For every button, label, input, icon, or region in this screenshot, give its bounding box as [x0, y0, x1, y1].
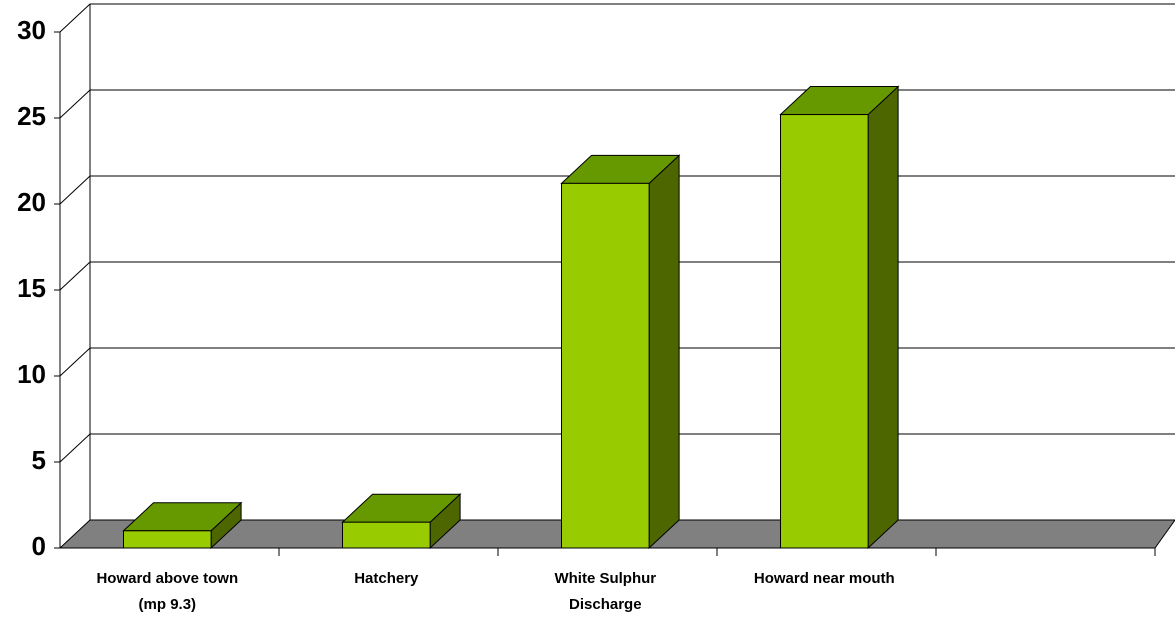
bar	[780, 114, 869, 549]
y-tick-label: 15	[17, 273, 46, 303]
x-tick-label: Howard above town (mp 9.3)	[96, 570, 239, 613]
grid-line	[59, 3, 1175, 33]
x-tick-label: Howard near mouth	[753, 570, 895, 587]
y-tick-label: 10	[17, 359, 46, 389]
bar	[561, 182, 650, 549]
bar	[123, 530, 212, 549]
y-tick-label: 30	[17, 15, 46, 45]
bar-side	[867, 85, 899, 550]
y-tick-label: 0	[32, 531, 46, 561]
bar	[342, 521, 431, 549]
y-tick-label: 25	[17, 101, 46, 131]
grid-line	[59, 89, 1175, 119]
y-tick-label: 5	[32, 445, 46, 475]
x-tick-label: White Sulphur Discharge	[554, 570, 657, 613]
bar-side	[648, 154, 680, 550]
y-tick-label: 20	[17, 187, 46, 217]
x-tick-label: Hatchery	[354, 570, 419, 587]
